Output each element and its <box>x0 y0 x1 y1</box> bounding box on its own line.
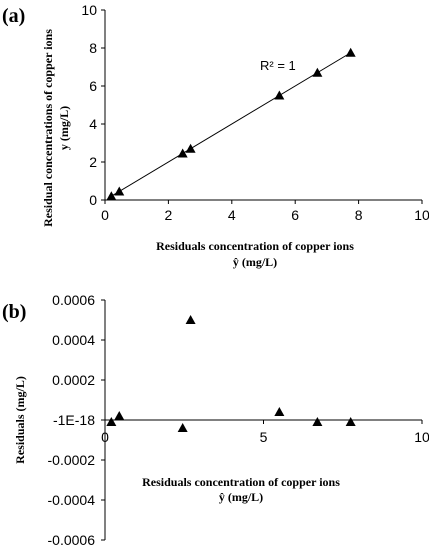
panel-a-y-label-line2: y (mg/L) <box>57 106 71 150</box>
panel-a-data-point <box>185 143 196 153</box>
panel-a-x-tick-label: 8 <box>355 207 363 223</box>
panel-a-data-point <box>114 186 125 196</box>
panel-b-data-point <box>312 417 323 426</box>
panel-b-x-tick-label: 10 <box>414 429 429 445</box>
panel-b-y-tick-label: 0.0002 <box>52 372 95 388</box>
panel-a-label: (a) <box>2 5 25 27</box>
panel-a-data-point <box>274 90 285 100</box>
panel-b-y-tick-label: -1E-18 <box>53 412 95 428</box>
panel-a-x-tick-label: 10 <box>414 207 429 223</box>
panel-a-data-point <box>312 67 323 77</box>
panel-a-y-tick-label: 10 <box>81 2 97 18</box>
panel-b-x-label-line2: ŷ (mg/L) <box>219 490 263 504</box>
panel-b-data-point <box>106 417 117 426</box>
panel-b-y-label: Residuals (mg/L) <box>13 376 27 464</box>
panel-a-y-tick-label: 0 <box>89 192 97 208</box>
panel-b-data-point <box>345 417 356 426</box>
panel-a-y-tick-label: 6 <box>89 78 97 94</box>
panel-b-data-point <box>274 407 285 416</box>
panel-a-data-point <box>345 47 356 57</box>
panel-a-x-label-line2: ŷ (mg/L) <box>233 255 277 269</box>
panel-a-y-tick-label: 8 <box>89 40 97 56</box>
panel-b-label: (b) <box>2 301 26 323</box>
panel-a-x-tick-label: 4 <box>228 207 236 223</box>
panel-b-data-point <box>177 423 188 432</box>
panel-a-r2-annotation: R² = 1 <box>260 58 296 73</box>
panel-b: (b) 0.0006 0.0004 0.0002 -1E-18 -0.0002 -0.00… <box>2 292 429 545</box>
panel-a: (a) 0 2 4 6 8 10 0 2 4 6 8 10 R² = 1 Residuals con… <box>2 2 429 269</box>
panel-a-y-tick-label: 4 <box>89 116 97 132</box>
panel-a-x-label-line1: Residuals concentration of copper ions <box>156 239 354 253</box>
panel-a-data-point <box>106 191 117 201</box>
panel-a-trendline <box>111 52 351 197</box>
panel-a-y-tick-label: 2 <box>89 154 97 170</box>
panel-a-x-tick-label: 6 <box>291 207 299 223</box>
panel-a-y-label-line1: Residual concentrations of copper ions <box>41 29 55 227</box>
panel-b-y-tick-label: 0.0006 <box>52 292 95 308</box>
panel-b-x-tick-label: 5 <box>260 429 268 445</box>
panel-b-data-point <box>185 315 196 324</box>
panel-a-x-tick-label: 2 <box>165 207 173 223</box>
panel-b-y-tick-label: -0.0002 <box>48 452 96 468</box>
panel-b-y-tick-label: 0.0004 <box>52 332 95 348</box>
panel-a-x-tick-label: 0 <box>101 207 109 223</box>
panel-b-y-tick-label: -0.0004 <box>48 492 96 508</box>
panel-a-data-point <box>177 148 188 158</box>
panel-b-y-tick-label: -0.0006 <box>48 532 96 545</box>
panel-b-x-label-line1: Residuals concentration of copper ions <box>142 475 340 489</box>
panel-b-data-point <box>114 411 125 420</box>
